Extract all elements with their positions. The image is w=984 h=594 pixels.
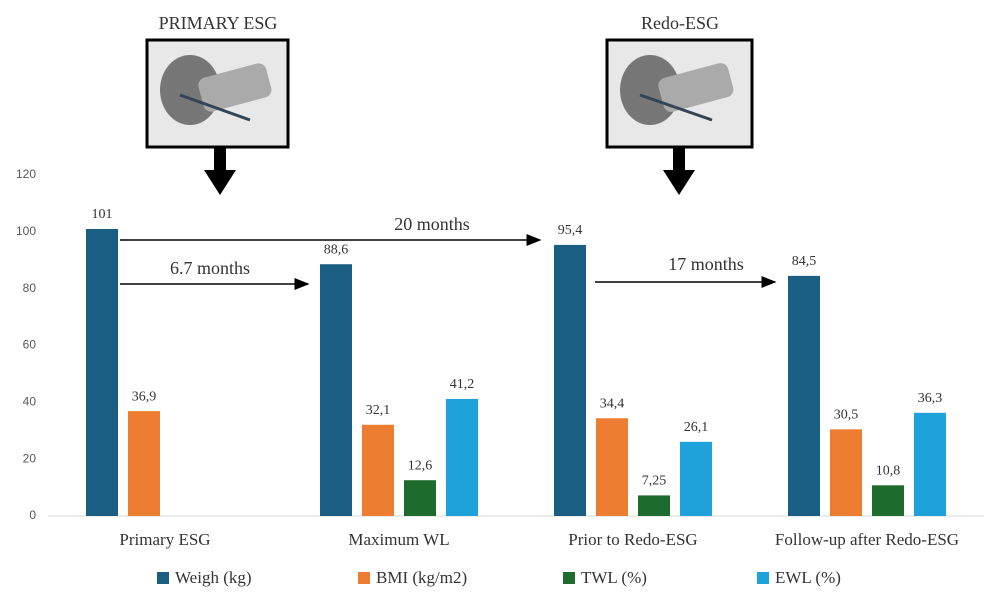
data-label: 36,9 xyxy=(132,389,157,404)
data-label: 10,8 xyxy=(876,464,901,479)
y-tick-label: 20 xyxy=(23,451,37,465)
annotation: 17 months xyxy=(668,254,744,274)
bar xyxy=(638,495,670,516)
bar xyxy=(320,264,352,516)
data-label: 36,3 xyxy=(918,391,943,406)
bar xyxy=(554,245,586,516)
bar xyxy=(680,442,712,516)
data-label: 84,5 xyxy=(792,254,817,269)
bar xyxy=(362,425,394,516)
y-tick-label: 40 xyxy=(23,395,37,409)
x-tick-label: Follow-up after Redo-ESG xyxy=(775,530,959,549)
data-label: 101 xyxy=(92,207,113,222)
y-tick-label: 80 xyxy=(23,281,37,295)
x-tick-label: Maximum WL xyxy=(348,530,449,549)
legend-label: Weigh (kg) xyxy=(175,568,252,587)
data-label: 12,6 xyxy=(408,458,433,473)
chart: PRIMARY ESG Redo-ESG 20 months 6.7 month… xyxy=(0,0,984,594)
x-tick-label: Primary ESG xyxy=(119,530,210,549)
y-tick-label: 60 xyxy=(23,338,37,352)
annotation: Redo-ESG xyxy=(641,13,719,33)
data-label: 41,2 xyxy=(450,377,475,392)
bar xyxy=(914,413,946,516)
annotation: 6.7 months xyxy=(170,258,250,278)
data-label: 32,1 xyxy=(366,403,391,418)
legend-swatch xyxy=(563,572,575,584)
data-label: 26,1 xyxy=(684,420,709,435)
y-tick-label: 100 xyxy=(16,224,36,238)
legend-label: BMI (kg/m2) xyxy=(376,568,467,587)
data-label: 88,6 xyxy=(324,242,349,257)
bar xyxy=(830,429,862,516)
device-illustration xyxy=(607,40,752,195)
bar xyxy=(788,276,820,516)
bar xyxy=(446,399,478,516)
legend-swatch xyxy=(157,572,169,584)
annotation: PRIMARY ESG xyxy=(159,13,278,33)
data-label: 95,4 xyxy=(558,223,583,238)
bar xyxy=(86,229,118,516)
bar xyxy=(128,411,160,516)
y-tick-label: 120 xyxy=(16,167,36,181)
device-illustration xyxy=(147,40,288,195)
legend-label: EWL (%) xyxy=(775,568,841,587)
legend-swatch xyxy=(757,572,769,584)
x-tick-label: Prior to Redo-ESG xyxy=(568,530,697,549)
data-label: 7,25 xyxy=(642,474,667,489)
y-tick-label: 0 xyxy=(29,508,36,522)
bar xyxy=(596,418,628,516)
legend-label: TWL (%) xyxy=(581,568,647,587)
bar xyxy=(404,480,436,516)
bar xyxy=(872,485,904,516)
annotation: 20 months xyxy=(394,214,470,234)
data-label: 34,4 xyxy=(600,396,625,411)
data-label: 30,5 xyxy=(834,408,859,423)
legend-swatch xyxy=(358,572,370,584)
